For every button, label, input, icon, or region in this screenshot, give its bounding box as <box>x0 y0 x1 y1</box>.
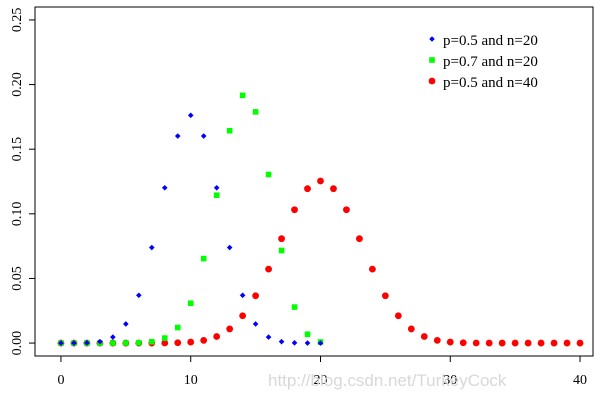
data-point <box>252 109 259 115</box>
data-point <box>291 304 298 310</box>
data-point <box>200 336 208 344</box>
data-point <box>187 112 194 119</box>
data-point <box>485 339 493 347</box>
data-point <box>524 339 532 347</box>
data-point <box>84 340 90 346</box>
data-point <box>576 339 584 347</box>
data-point <box>239 92 246 99</box>
data-point <box>174 339 182 347</box>
data-point <box>511 339 519 347</box>
chart-marks <box>57 92 584 347</box>
data-point <box>265 334 272 340</box>
data-point <box>394 312 402 320</box>
data-point <box>187 338 195 346</box>
x-tick-label: 20 <box>313 373 327 388</box>
data-point <box>123 321 129 327</box>
data-point <box>291 340 298 346</box>
series-3-points <box>57 177 584 347</box>
data-point <box>148 244 155 251</box>
x-tick-label: 30 <box>443 373 457 388</box>
x-tick-label: 10 <box>184 373 198 388</box>
data-point <box>265 171 272 178</box>
data-point <box>252 292 260 300</box>
data-point <box>213 184 220 191</box>
data-point <box>226 127 233 134</box>
data-point <box>278 338 285 345</box>
y-tick-label: 0.10 <box>10 202 25 227</box>
data-point <box>174 133 181 139</box>
data-point <box>148 338 155 345</box>
axis-ticks: 0 10 20 30 40 0.00 0.05 0.10 0.15 0.20 0.25 <box>10 8 587 388</box>
y-tick-label: 0.15 <box>10 137 25 162</box>
plot-frame <box>34 6 594 357</box>
y-tick-label: 0.00 <box>10 331 25 356</box>
data-point <box>420 333 428 340</box>
data-point <box>161 184 168 191</box>
data-point <box>213 192 220 199</box>
data-point <box>252 321 259 327</box>
data-point <box>71 340 77 346</box>
legend: p=0.5 and n=20 p=0.7 and n=20 p=0.5 and n=… <box>428 33 538 91</box>
data-point <box>226 325 234 333</box>
data-point <box>330 185 337 193</box>
data-point <box>498 339 506 347</box>
legend-marker <box>428 77 436 85</box>
x-tick-label: 40 <box>573 373 587 388</box>
data-point <box>317 177 324 185</box>
data-point <box>550 339 558 347</box>
data-point <box>226 244 233 251</box>
data-point <box>368 265 376 273</box>
data-point <box>187 300 194 307</box>
data-point <box>213 333 221 340</box>
legend-label: p=0.7 and n=20 <box>443 54 538 70</box>
data-point <box>343 206 350 214</box>
legend-marker <box>429 36 435 42</box>
y-tick-label: 0.20 <box>10 72 25 97</box>
series-2-points <box>58 92 324 346</box>
data-point <box>278 235 285 243</box>
data-point <box>161 339 169 347</box>
data-point <box>97 338 103 345</box>
data-point <box>136 339 142 346</box>
data-point <box>58 340 64 346</box>
data-point <box>304 185 311 193</box>
data-point <box>304 340 311 346</box>
data-point <box>239 292 246 299</box>
data-point <box>433 336 441 344</box>
data-point <box>239 312 247 320</box>
data-point <box>291 206 298 214</box>
data-point <box>123 340 129 346</box>
data-point <box>446 338 454 346</box>
data-point <box>110 340 116 346</box>
data-point <box>200 255 207 262</box>
data-point <box>537 339 545 347</box>
data-point <box>317 340 324 346</box>
data-point <box>110 334 116 340</box>
data-point <box>278 247 285 254</box>
watermark-text: http://blog.csdn.net/TurkeyCock <box>268 371 507 390</box>
data-point <box>459 339 467 347</box>
legend-marker <box>429 57 435 63</box>
data-point <box>200 133 207 139</box>
data-point <box>174 324 181 331</box>
y-tick-label: 0.05 <box>10 266 25 291</box>
data-point <box>407 325 415 333</box>
data-point <box>472 339 480 347</box>
data-point <box>161 335 168 341</box>
legend-label: p=0.5 and n=20 <box>443 33 538 49</box>
data-point <box>136 292 142 299</box>
y-tick-label: 0.25 <box>10 8 25 33</box>
data-point <box>381 292 389 300</box>
x-tick-label: 0 <box>57 373 64 388</box>
data-point <box>304 331 311 338</box>
data-point <box>563 339 571 347</box>
data-point <box>265 265 272 273</box>
data-point <box>356 235 363 243</box>
legend-label: p=0.5 and n=40 <box>443 75 538 91</box>
series-1-points <box>58 112 324 346</box>
